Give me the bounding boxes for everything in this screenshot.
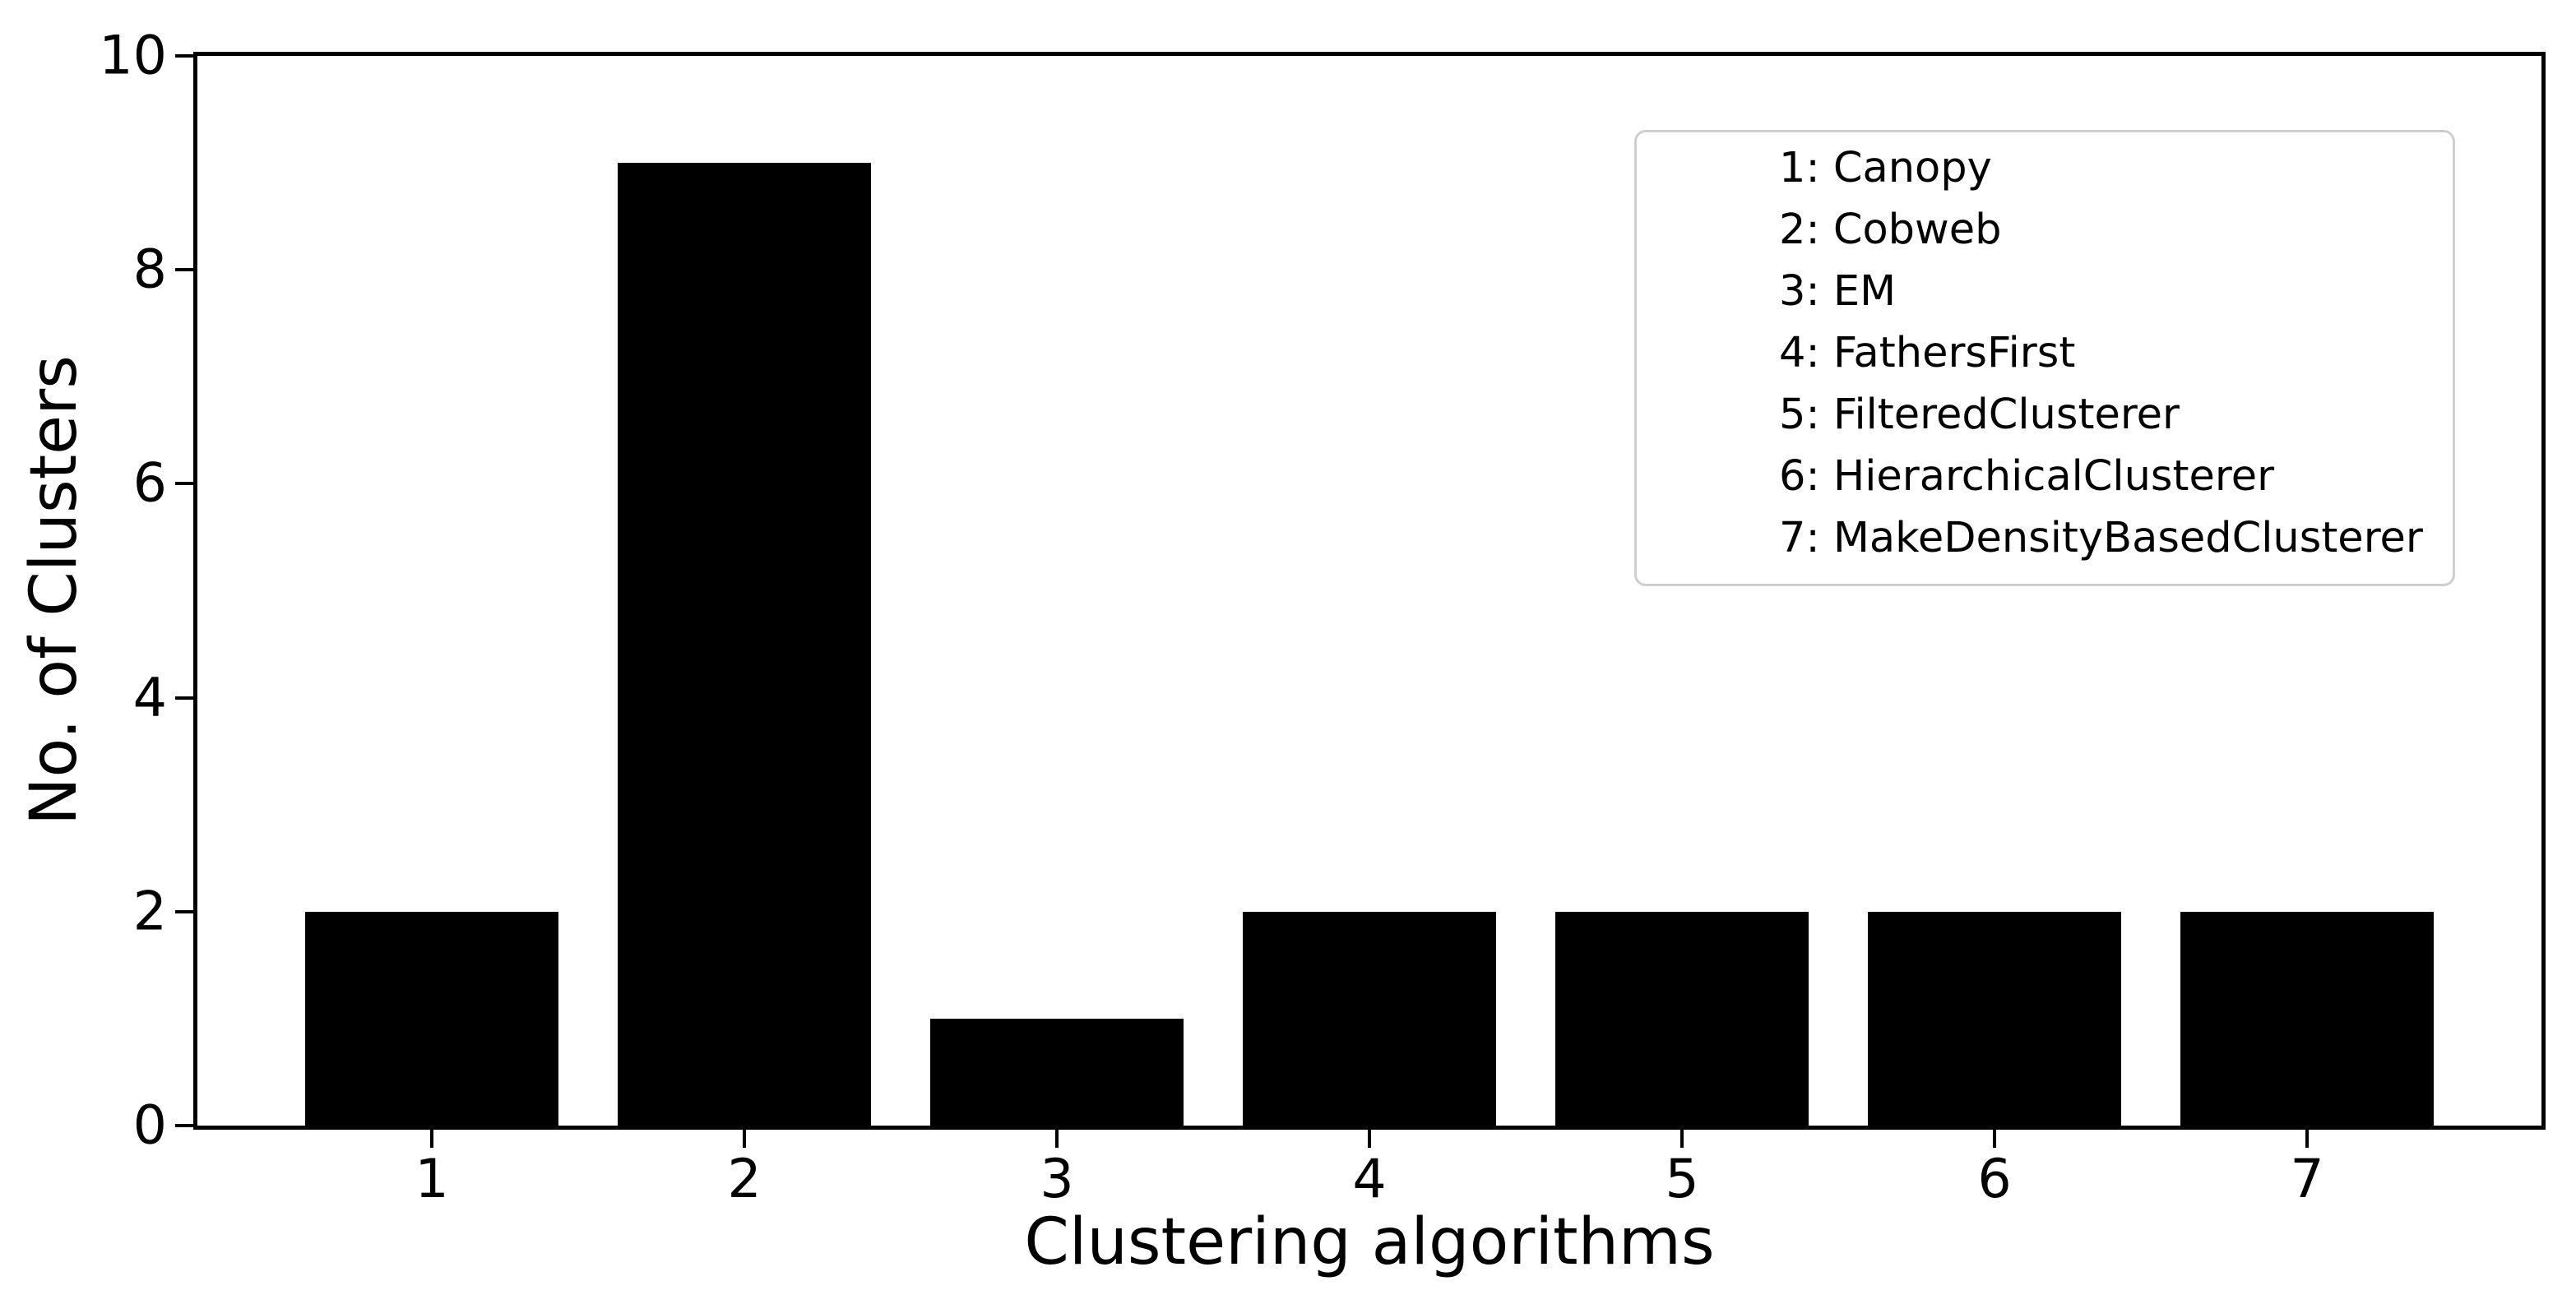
legend-entry: 6: HierarchicalClusterer — [1779, 452, 2275, 501]
x-tick-mark — [1680, 1130, 1684, 1148]
x-tick-label: 4 — [1352, 1149, 1387, 1210]
legend-entry: 7: MakeDensityBasedClusterer — [1779, 514, 2423, 562]
x-tick-mark — [1993, 1130, 1996, 1148]
bar — [618, 163, 871, 1126]
plot-area: 1: Canopy 2: Cobweb 3: EM 4: FathersFirst 5:… — [193, 52, 2546, 1130]
x-tick-mark — [2305, 1130, 2309, 1148]
bar — [305, 911, 558, 1126]
bar — [1868, 911, 2121, 1126]
x-tick-label: 2 — [727, 1149, 762, 1210]
x-tick-label: 5 — [1665, 1149, 1699, 1210]
y-tick-label: 10 — [99, 25, 167, 87]
y-tick-label: 8 — [132, 238, 167, 301]
x-tick-mark — [1368, 1130, 1371, 1148]
y-tick-label: 0 — [132, 1094, 167, 1157]
x-tick-mark — [1055, 1130, 1059, 1148]
bar — [1555, 911, 1809, 1126]
legend-entry: 2: Cobweb — [1779, 206, 2002, 254]
bar — [930, 1018, 1184, 1126]
legend-entry: 4: FathersFirst — [1779, 329, 2076, 377]
legend: 1: Canopy 2: Cobweb 3: EM 4: FathersFirst 5:… — [1634, 130, 2455, 586]
legend-entry: 3: EM — [1779, 267, 1897, 316]
x-tick-label: 6 — [1977, 1149, 2012, 1210]
y-tick-mark — [175, 54, 193, 58]
x-axis-label: Clustering algorithms — [1024, 1205, 1715, 1279]
bar — [1243, 911, 1496, 1126]
y-tick-mark — [175, 696, 193, 700]
x-tick-label: 7 — [2290, 1149, 2324, 1210]
y-tick-label: 6 — [132, 452, 167, 515]
y-tick-mark — [175, 1124, 193, 1127]
y-axis-label: No. of Clusters — [17, 355, 91, 825]
x-tick-mark — [430, 1130, 433, 1148]
legend-entry: 5: FilteredClusterer — [1779, 391, 2180, 439]
y-tick-label: 2 — [132, 881, 167, 943]
x-tick-mark — [743, 1130, 746, 1148]
legend-entries: 1: Canopy 2: Cobweb 3: EM 4: FathersFirst 5:… — [1779, 137, 2453, 569]
legend-entry: 1: Canopy — [1779, 144, 1992, 192]
bar — [2180, 911, 2434, 1126]
x-tick-label: 1 — [415, 1149, 449, 1210]
x-tick-label: 3 — [1040, 1149, 1074, 1210]
y-tick-label: 4 — [132, 667, 167, 729]
y-tick-mark — [175, 482, 193, 486]
y-tick-mark — [175, 909, 193, 913]
y-tick-mark — [175, 268, 193, 272]
